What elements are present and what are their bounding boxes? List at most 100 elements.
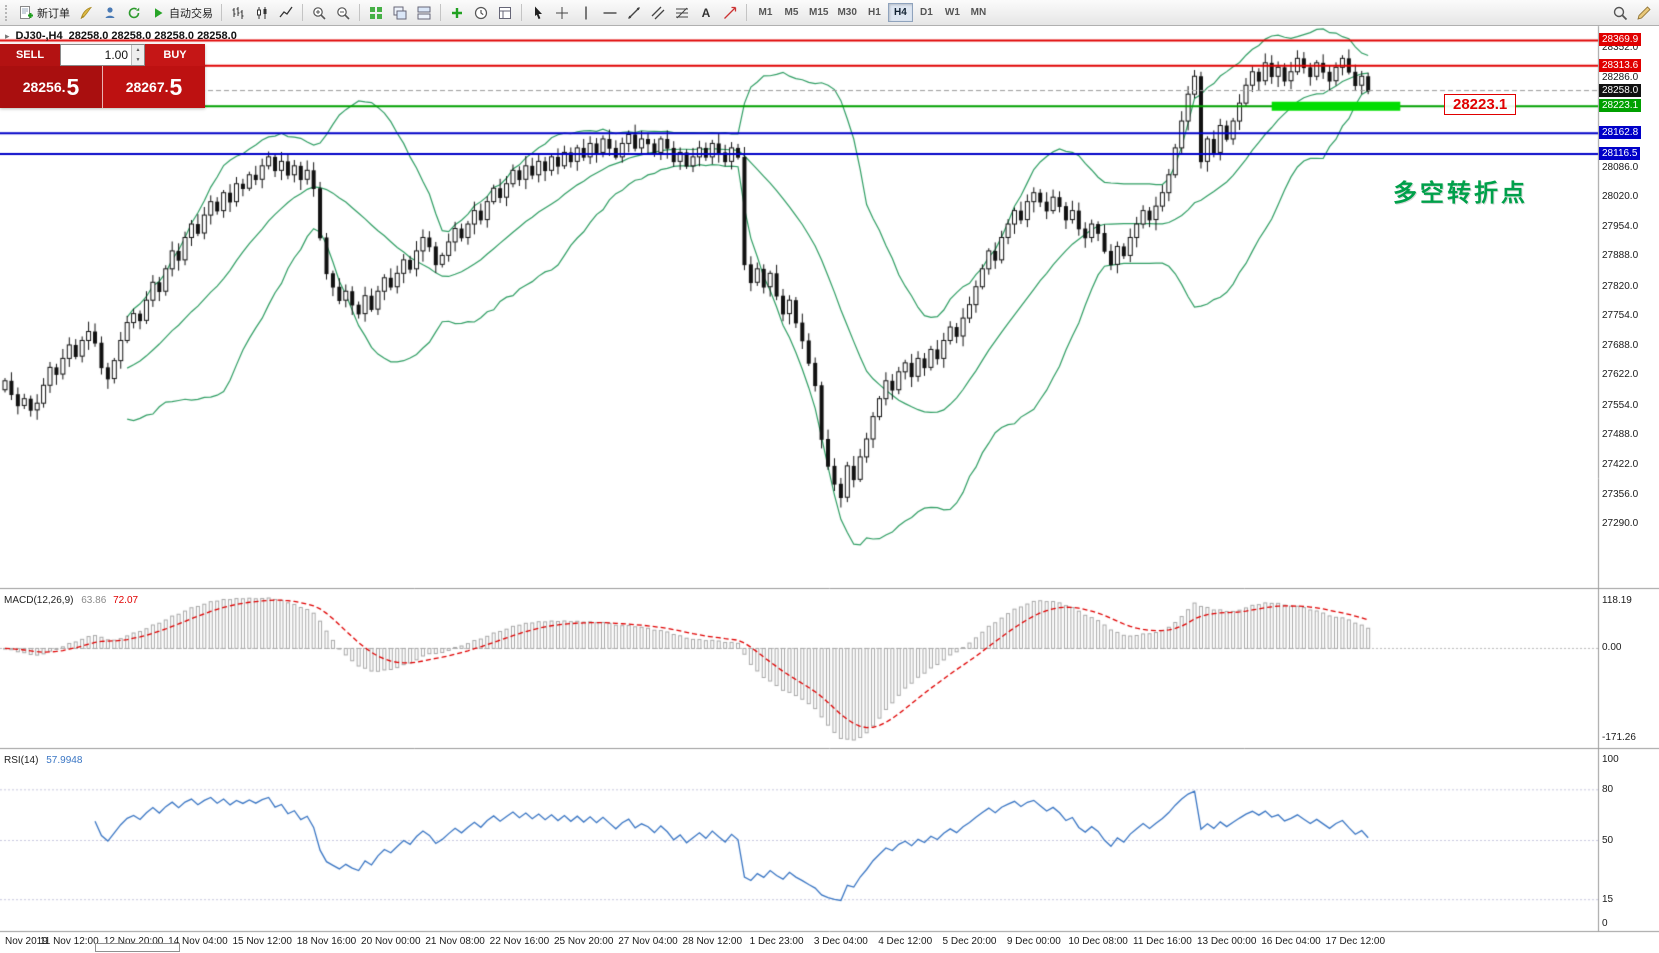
timeframe-h4-button[interactable]: H4 bbox=[887, 3, 913, 22]
edit-button[interactable] bbox=[1632, 2, 1656, 24]
toolbar-grip[interactable] bbox=[5, 4, 10, 21]
period-settings-button[interactable] bbox=[469, 2, 493, 24]
timeframe-m30-button[interactable]: M30 bbox=[837, 7, 857, 18]
template-button[interactable] bbox=[493, 2, 517, 24]
price-line-label: 28258.0 bbox=[1599, 83, 1642, 97]
clock-icon bbox=[474, 6, 488, 19]
crosshair-icon bbox=[556, 6, 568, 19]
template-icon bbox=[499, 6, 511, 19]
axis-label: 28286.0 bbox=[1602, 72, 1639, 84]
volume-value[interactable]: 1.00 bbox=[104, 48, 128, 62]
tile-windows-button[interactable] bbox=[364, 2, 388, 24]
buy-price-big-digit: 5 bbox=[169, 73, 183, 100]
toolbar-separator bbox=[359, 4, 360, 21]
zoom-in-button[interactable] bbox=[307, 2, 331, 24]
rsi-name: RSI(14) bbox=[4, 755, 39, 766]
tile-horizontal-icon bbox=[417, 6, 431, 19]
metaeditor-quill-icon bbox=[80, 6, 93, 19]
axis-label: 28086.0 bbox=[1602, 161, 1639, 173]
fast-navigation-box[interactable] bbox=[95, 943, 180, 952]
new-order-icon bbox=[20, 5, 33, 19]
axis-label: 27688.0 bbox=[1602, 339, 1639, 351]
axis-label: 27954.0 bbox=[1602, 220, 1639, 232]
toolbar-separator bbox=[746, 4, 747, 21]
sell-button[interactable]: SELL bbox=[0, 44, 60, 66]
timeframe-m1-button[interactable]: M1 bbox=[758, 7, 773, 18]
price-line-label: 28116.5 bbox=[1599, 146, 1641, 160]
volume-spinner[interactable]: ▲ ▼ bbox=[131, 45, 144, 65]
search-button[interactable] bbox=[1608, 2, 1632, 24]
line-chart-icon bbox=[279, 6, 293, 17]
add-indicator-button[interactable] bbox=[445, 2, 469, 24]
crosshair-tool-button[interactable] bbox=[550, 2, 574, 24]
rsi-indicator-label: RSI(14) 57.9948 bbox=[4, 755, 82, 766]
timeframe-w1-button[interactable]: W1 bbox=[944, 7, 960, 18]
horizontal-line-tool-button[interactable] bbox=[598, 2, 622, 24]
buy-price-main: 28267. bbox=[125, 79, 169, 95]
timeframe-m5-button[interactable]: M5 bbox=[784, 7, 799, 18]
axis-label: 27754.0 bbox=[1602, 310, 1639, 322]
price-line-label: 28162.8 bbox=[1599, 126, 1642, 140]
candlestick-chart-button[interactable] bbox=[250, 2, 274, 24]
fibonacci-tool-button[interactable] bbox=[670, 2, 694, 24]
text-label-icon: A bbox=[702, 6, 711, 20]
time-axis-label: 21 Nov 08:00 bbox=[425, 936, 485, 947]
time-axis[interactable]: Nov 2019 11 Nov 12:00 12 Nov 20:00 14 Nov 0… bbox=[0, 933, 1598, 953]
macd-indicator-label: MACD(12,26,9) 63.86 72.07 bbox=[4, 595, 138, 606]
zoom-in-icon bbox=[313, 6, 326, 20]
refresh-button[interactable] bbox=[122, 2, 146, 24]
axis-label: 0 bbox=[1602, 918, 1608, 929]
metaeditor-button[interactable] bbox=[74, 2, 98, 24]
arrows-tool-button[interactable] bbox=[718, 2, 742, 24]
toolbar-separator bbox=[221, 4, 222, 21]
bar-chart-button[interactable] bbox=[226, 2, 250, 24]
chart-arrow-icon: ▸ bbox=[5, 30, 10, 41]
axis-label: 100 bbox=[1602, 754, 1619, 765]
time-axis-label: 20 Nov 00:00 bbox=[361, 936, 421, 947]
axis-label: 27488.0 bbox=[1602, 429, 1639, 441]
price-axis[interactable]: 28352.028286.028154.028086.028020.027954… bbox=[1599, 0, 1659, 953]
time-axis-label: 4 Dec 12:00 bbox=[878, 936, 933, 947]
cascade-windows-button[interactable] bbox=[388, 2, 412, 24]
time-axis-label: 12 Nov 20:00 bbox=[103, 936, 164, 947]
macd-signal-value: 72.07 bbox=[113, 595, 139, 606]
line-chart-button[interactable] bbox=[274, 2, 298, 24]
new-order-button[interactable]: 新订单 bbox=[14, 2, 74, 24]
spinner-down-icon[interactable]: ▼ bbox=[132, 55, 144, 65]
price-callout-label[interactable]: 28223.1 bbox=[1444, 94, 1517, 116]
text-tool-button[interactable]: A bbox=[694, 2, 718, 24]
vertical-line-tool-button[interactable] bbox=[574, 2, 598, 24]
time-axis-label: 18 Nov 16:00 bbox=[296, 936, 357, 947]
spinner-up-icon[interactable]: ▲ bbox=[132, 45, 144, 55]
community-icon bbox=[105, 6, 115, 18]
timeframe-d1-button[interactable]: D1 bbox=[920, 7, 933, 18]
sell-price[interactable]: 28256. 5 bbox=[0, 66, 103, 108]
timeframe-h1-button[interactable]: H1 bbox=[868, 7, 881, 18]
time-axis-label: 22 Nov 16:00 bbox=[489, 936, 550, 947]
axis-label: 27356.0 bbox=[1602, 488, 1639, 500]
sell-price-main: 28256. bbox=[22, 79, 66, 95]
bar-chart-icon bbox=[232, 6, 244, 19]
channel-tool-button[interactable] bbox=[646, 2, 670, 24]
axis-label: -171.26 bbox=[1602, 732, 1636, 743]
autotrading-button[interactable]: 自动交易 bbox=[146, 2, 217, 24]
axis-label: 27622.0 bbox=[1602, 369, 1639, 381]
time-axis-label: 11 Nov 12:00 bbox=[39, 936, 99, 947]
community-button[interactable] bbox=[98, 2, 122, 24]
arrows-icon bbox=[724, 6, 737, 19]
cursor-tool-button[interactable] bbox=[526, 2, 550, 24]
timeframe-m15-button[interactable]: M15 bbox=[809, 7, 829, 18]
volume-input[interactable]: 1.00 ▲ ▼ bbox=[60, 44, 145, 66]
axis-label: 27888.0 bbox=[1602, 250, 1639, 262]
chart-symbol-period: DJ30-,H4 bbox=[15, 30, 63, 42]
zoom-out-button[interactable] bbox=[331, 2, 355, 24]
trendline-tool-button[interactable] bbox=[622, 2, 646, 24]
buy-button[interactable]: BUY bbox=[145, 44, 205, 66]
axis-label: 15 bbox=[1602, 893, 1614, 905]
buy-price[interactable]: 28267. 5 bbox=[103, 66, 205, 108]
timeframe-mn-button[interactable]: MN bbox=[970, 7, 987, 18]
tile-horizontal-button[interactable] bbox=[412, 2, 436, 24]
axis-label: 27820.0 bbox=[1602, 280, 1639, 292]
